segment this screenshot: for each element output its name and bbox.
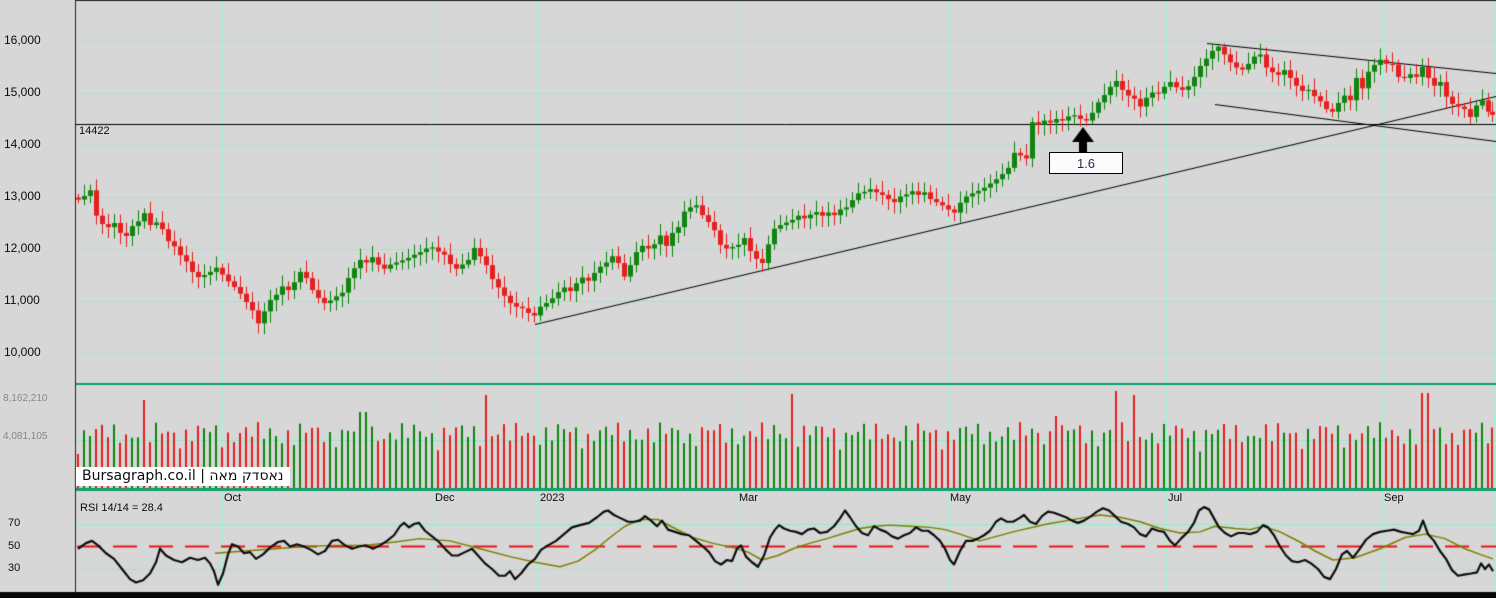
price-axis-tick: 15,000 [4, 85, 41, 99]
x-axis-month-label: May [950, 492, 971, 504]
last-price-tag: 14422 [79, 125, 110, 137]
price-axis-tick: 16,000 [4, 33, 41, 47]
x-axis-month-label: Dec [435, 492, 455, 504]
price-axis-tick: 10,000 [4, 345, 41, 359]
volume-axis-tick: 4,081,105 [3, 431, 48, 442]
watermark-brand: Bursagraph.co.il | נאסדק מאה [76, 467, 290, 486]
rsi-axis-tick: 50 [8, 540, 21, 552]
price-axis-tick: 13,000 [4, 189, 41, 203]
annotation-value: 1.6 [1076, 155, 1096, 171]
price-axis-tick: 11,000 [4, 293, 40, 307]
rsi-axis-tick: 30 [8, 562, 21, 574]
price-axis-tick: 14,000 [4, 137, 41, 151]
rsi-indicator-label: RSI 14/14 = 28.4 [80, 502, 163, 514]
x-axis-month-label: Mar [739, 492, 758, 504]
x-axis-month-label: Oct [224, 492, 242, 504]
price-axis-tick: 12,000 [4, 241, 41, 255]
x-axis-month-label: Sep [1384, 492, 1404, 504]
rsi-axis-tick: 70 [8, 517, 21, 529]
x-axis-month-label: Jul [1168, 492, 1183, 504]
annotation-value-box: 1.6 [1049, 152, 1123, 174]
volume-axis-tick: 8,162,210 [3, 393, 48, 404]
x-axis-month-label: 2023 [540, 492, 565, 504]
